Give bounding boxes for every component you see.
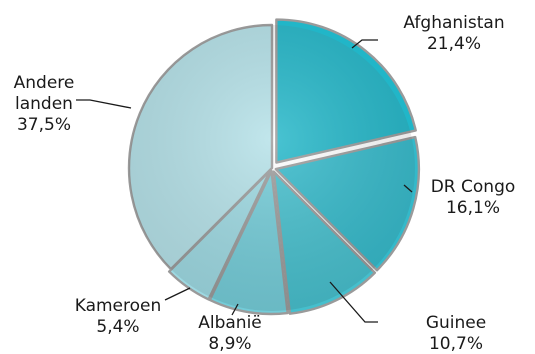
data-label-name: DR Congo [431, 177, 516, 197]
data-label-afghanistan: Afghanistan 21,4% [403, 13, 504, 54]
leader-line-dr-congo [403, 184, 413, 193]
data-label-dr-congo: DR Congo 16,1% [431, 177, 516, 218]
leader-line-guinee [329, 281, 378, 323]
data-label-albani-: Albanië 8,9% [198, 313, 262, 354]
data-label-value: 21,4% [427, 34, 481, 54]
data-label-name: Andere [14, 73, 75, 93]
leader-line-kameroen [164, 287, 191, 301]
leader-line-afghanistan [351, 39, 378, 49]
data-label-value: 8,9% [208, 334, 251, 354]
pie-slices [127, 18, 421, 316]
data-label-name: landen [15, 94, 73, 114]
data-label-value: 10,7% [429, 334, 483, 354]
data-label-value: 37,5% [17, 115, 71, 135]
leader-line-andere-landen [76, 99, 132, 109]
data-label-value: 16,1% [446, 198, 500, 218]
leader-line-albani- [231, 303, 239, 316]
data-label-name: Kameroen [75, 296, 162, 316]
pie-labels: Afghanistan 21,4% DR Congo 16,1% Guinee 10,7%… [14, 13, 516, 354]
data-label-name: Afghanistan [403, 13, 504, 33]
data-label-andere-landen: Andere landen 37,5% [14, 73, 75, 135]
data-label-value: 5,4% [96, 317, 139, 337]
data-label-name: Albanië [198, 313, 262, 333]
data-label-kameroen: Kameroen 5,4% [75, 296, 162, 337]
data-label-name: Guinee [426, 313, 486, 333]
data-label-guinee: Guinee 10,7% [426, 313, 486, 354]
